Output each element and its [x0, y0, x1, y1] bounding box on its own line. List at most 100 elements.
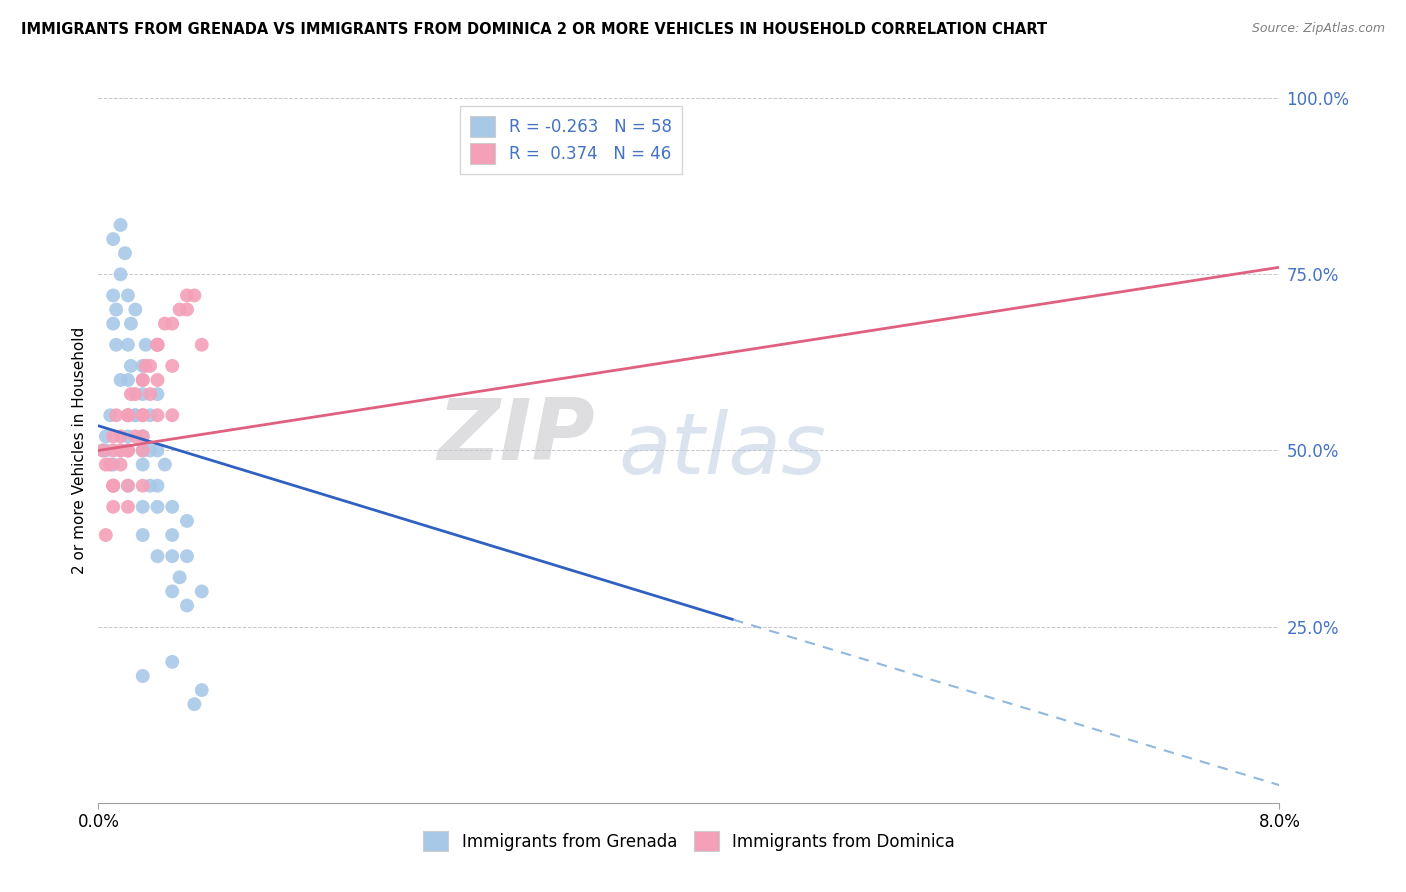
Point [183, 697, 205, 711]
Point [110, 443, 132, 458]
Point [146, 387, 169, 401]
Point [191, 584, 214, 599]
Point [117, 500, 139, 514]
Point [91, 443, 114, 458]
Point [117, 478, 139, 492]
Point [146, 338, 169, 352]
Point [132, 429, 155, 443]
Point [103, 458, 125, 472]
Point [98, 458, 121, 472]
Point [146, 373, 169, 387]
Point [153, 458, 176, 472]
Point [132, 443, 155, 458]
Point [146, 549, 169, 564]
Y-axis label: 2 or more Vehicles in Household: 2 or more Vehicles in Household [72, 326, 87, 574]
Point [117, 443, 139, 458]
Point [132, 528, 155, 542]
Point [162, 408, 183, 422]
Point [162, 359, 183, 373]
Point [94, 429, 117, 443]
Point [124, 387, 146, 401]
Point [103, 232, 125, 246]
Point [146, 443, 169, 458]
Point [132, 373, 155, 387]
Point [153, 317, 176, 331]
Point [132, 408, 155, 422]
Point [117, 443, 139, 458]
Point [117, 443, 139, 458]
Point [117, 408, 139, 422]
Legend: Immigrants from Grenada, Immigrants from Dominica: Immigrants from Grenada, Immigrants from… [416, 824, 962, 858]
Point [132, 429, 155, 443]
Point [139, 408, 162, 422]
Point [139, 387, 162, 401]
Point [120, 387, 142, 401]
Point [169, 302, 191, 317]
Point [176, 514, 198, 528]
Text: IMMIGRANTS FROM GRENADA VS IMMIGRANTS FROM DOMINICA 2 OR MORE VEHICLES IN HOUSEH: IMMIGRANTS FROM GRENADA VS IMMIGRANTS FR… [21, 22, 1047, 37]
Point [94, 443, 117, 458]
Point [139, 478, 162, 492]
Point [110, 458, 132, 472]
Point [162, 549, 183, 564]
Point [94, 528, 117, 542]
Point [135, 359, 157, 373]
Point [132, 500, 155, 514]
Point [117, 373, 139, 387]
Text: ZIP: ZIP [437, 395, 595, 478]
Point [176, 288, 198, 302]
Point [110, 218, 132, 232]
Point [117, 408, 139, 422]
Point [114, 246, 136, 260]
Point [103, 500, 125, 514]
Point [110, 443, 132, 458]
Point [162, 317, 183, 331]
Point [183, 288, 205, 302]
Point [176, 549, 198, 564]
Point [191, 338, 214, 352]
Point [132, 443, 155, 458]
Point [110, 268, 132, 282]
Point [103, 478, 125, 492]
Text: atlas: atlas [619, 409, 827, 492]
Point [176, 599, 198, 613]
Point [191, 683, 214, 698]
Point [117, 288, 139, 302]
Point [103, 429, 125, 443]
Point [146, 338, 169, 352]
Point [103, 317, 125, 331]
Point [103, 288, 125, 302]
Point [132, 373, 155, 387]
Point [169, 570, 191, 584]
Point [117, 478, 139, 492]
Point [105, 302, 128, 317]
Point [117, 338, 139, 352]
Point [117, 429, 139, 443]
Point [132, 669, 155, 683]
Point [132, 387, 155, 401]
Point [110, 373, 132, 387]
Point [176, 302, 198, 317]
Point [110, 429, 132, 443]
Point [162, 584, 183, 599]
Point [120, 317, 142, 331]
Point [98, 408, 121, 422]
Point [120, 359, 142, 373]
Point [124, 429, 146, 443]
Point [139, 359, 162, 373]
Point [132, 458, 155, 472]
Point [103, 478, 125, 492]
Point [162, 500, 183, 514]
Point [124, 302, 146, 317]
Point [94, 458, 117, 472]
Point [124, 408, 146, 422]
Point [132, 359, 155, 373]
Point [124, 408, 146, 422]
Point [146, 338, 169, 352]
Point [162, 655, 183, 669]
Point [162, 528, 183, 542]
Point [103, 443, 125, 458]
Point [103, 478, 125, 492]
Point [117, 408, 139, 422]
Point [132, 408, 155, 422]
